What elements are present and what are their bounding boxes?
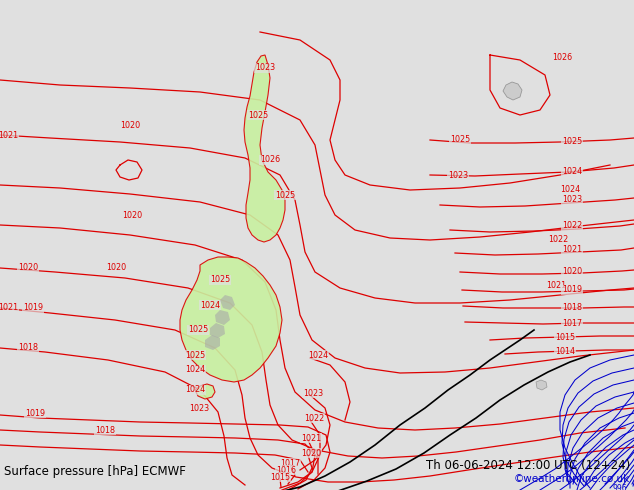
Text: 1025: 1025: [248, 111, 268, 120]
Text: 1021: 1021: [546, 280, 566, 290]
Text: 1020: 1020: [122, 211, 142, 220]
Text: 1016: 1016: [276, 466, 296, 474]
Polygon shape: [503, 82, 522, 100]
Text: 1020: 1020: [120, 121, 140, 129]
Text: 1026: 1026: [260, 155, 280, 165]
Text: 1024: 1024: [200, 300, 220, 310]
Text: 1024: 1024: [562, 168, 582, 176]
Text: 1019: 1019: [23, 303, 43, 313]
Text: 1026: 1026: [552, 53, 572, 63]
Text: 1025: 1025: [275, 191, 295, 199]
Text: 996: 996: [612, 484, 627, 490]
Polygon shape: [195, 384, 215, 399]
Text: 1022: 1022: [304, 414, 324, 422]
Text: Surface pressure [hPa] ECMWF: Surface pressure [hPa] ECMWF: [4, 465, 186, 478]
Text: 1025: 1025: [210, 275, 230, 285]
Text: 1023: 1023: [562, 196, 582, 204]
Text: 1017: 1017: [562, 318, 582, 327]
Text: 1014: 1014: [555, 346, 575, 356]
Text: 1015: 1015: [555, 333, 575, 342]
Text: 1018: 1018: [18, 343, 38, 352]
Text: 1021: 1021: [562, 245, 582, 254]
Polygon shape: [210, 323, 225, 338]
Text: 1018: 1018: [95, 425, 115, 435]
Text: ©weatheronline.co.uk: ©weatheronline.co.uk: [514, 474, 630, 484]
Text: 1017: 1017: [280, 459, 300, 467]
Text: 1020: 1020: [301, 448, 321, 458]
Text: 1024: 1024: [185, 366, 205, 374]
Text: 1022: 1022: [548, 236, 568, 245]
Polygon shape: [220, 295, 235, 310]
Polygon shape: [215, 310, 230, 325]
Text: 1024: 1024: [560, 186, 580, 195]
Polygon shape: [536, 380, 547, 390]
Text: 1020: 1020: [106, 264, 126, 272]
Text: 1021: 1021: [301, 434, 321, 442]
Text: 1025: 1025: [450, 136, 470, 145]
Text: 1023: 1023: [189, 403, 209, 413]
Text: Th 06-06-2024 12:00 UTC (12+24): Th 06-06-2024 12:00 UTC (12+24): [426, 459, 630, 472]
Polygon shape: [180, 257, 282, 382]
Text: 1024: 1024: [185, 386, 205, 394]
Text: 1021: 1021: [0, 130, 18, 140]
Text: 1019: 1019: [25, 409, 45, 417]
Polygon shape: [244, 55, 285, 242]
Text: 1018: 1018: [562, 303, 582, 313]
Text: 1020: 1020: [18, 264, 38, 272]
Bar: [0, 462, 634, 490]
Text: 1025: 1025: [562, 138, 582, 147]
Text: 1023: 1023: [448, 171, 468, 179]
Text: 1019: 1019: [562, 286, 582, 294]
Text: 1024: 1024: [308, 350, 328, 360]
Text: 1015: 1015: [270, 472, 290, 482]
Text: 1023: 1023: [255, 64, 275, 73]
Polygon shape: [205, 335, 220, 350]
Text: 1020: 1020: [562, 267, 582, 275]
Text: 1023: 1023: [303, 389, 323, 397]
Text: 1021: 1021: [0, 303, 18, 313]
Text: 1022: 1022: [562, 221, 582, 230]
Text: 1025: 1025: [185, 350, 205, 360]
Text: 1025: 1025: [188, 325, 208, 335]
